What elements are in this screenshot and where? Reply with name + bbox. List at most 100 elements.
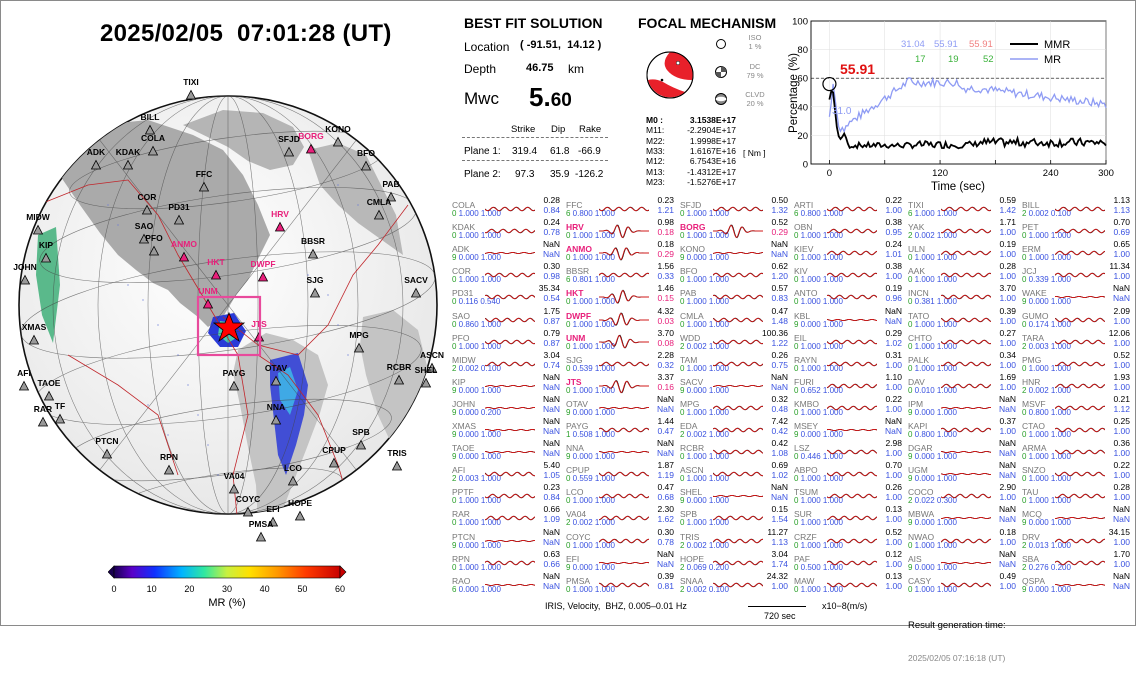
waveform-meta: 0 1.000 1.000 xyxy=(680,231,729,240)
waveform-trace xyxy=(599,361,649,366)
synthetic-trace xyxy=(1055,251,1105,256)
waveform-meta: 0 1.000 1.000 xyxy=(566,342,615,351)
waveform-meta-scale: 1.000 xyxy=(1050,363,1071,373)
synthetic-trace xyxy=(941,383,991,388)
waveform-meta: 0 0.559 1.000 xyxy=(566,474,615,483)
waveform-meta: 2 0.002 1.000 xyxy=(680,342,729,351)
waveform-value-2: 0.84 xyxy=(543,205,560,215)
waveform-trace xyxy=(485,494,535,499)
waveform-meta-weight: 0.002 xyxy=(1028,385,1051,395)
waveform-trace xyxy=(485,560,535,565)
waveform-meta-weight: 1.000 xyxy=(914,341,937,351)
waveform-value-2: 0.84 xyxy=(543,492,560,503)
waveform-panel: TAOE NaN NaN 9 0.000 1.000 xyxy=(452,438,560,462)
waveform-station: RAO xyxy=(452,575,471,586)
stat-blue-2: 55.91 xyxy=(934,39,958,50)
waveform-station: VA04 xyxy=(566,509,587,520)
waveform-value-2: 1.08 xyxy=(771,448,788,459)
waveform-panel: PTCN NaN NaN 9 0.000 1.000 xyxy=(452,527,560,551)
waveform-panel: RPN 0.63 0.66 0 1.000 1.000 xyxy=(452,549,560,573)
waveform-meta-scale: 1.000 xyxy=(936,385,957,395)
waveform-meta-code: 0 xyxy=(1022,430,1029,439)
waveform-panel: KIV 0.38 1.00 0 1.000 1.000 xyxy=(794,261,902,285)
header-dip: Dip xyxy=(551,124,566,135)
waveform-trace xyxy=(713,538,763,543)
waveform-station: EFI xyxy=(566,553,580,564)
legend-mmr-label: MMR xyxy=(1044,39,1070,51)
synthetic-trace xyxy=(941,361,991,366)
waveform-value-2: NaN xyxy=(1112,514,1130,525)
waveform-trace xyxy=(713,361,763,366)
waveform-meta-scale: 1.000 xyxy=(480,474,501,484)
waveform-meta-code: 9 xyxy=(908,562,915,572)
waveform-panel: SHEL NaN NaN 9 0.000 1.000 xyxy=(680,482,788,506)
waveform-trace xyxy=(599,451,649,454)
synthetic-trace xyxy=(827,383,877,388)
waveform-value-1: 3.70 xyxy=(657,327,674,338)
waveform-panel: PAYG 1.44 0.47 1 0.508 1.000 xyxy=(566,416,674,440)
colorbar-tick: 10 xyxy=(147,584,157,594)
waveform-panel: PALK 0.34 1.00 0 1.000 1.000 xyxy=(908,350,1016,374)
waveform-trace xyxy=(941,582,991,587)
station-marker xyxy=(283,146,295,157)
waveform-meta: 0 1.000 1.000 xyxy=(680,364,729,373)
station-label: RPN xyxy=(160,452,178,462)
y-tick-label: 100 xyxy=(792,18,808,28)
waveform-meta: 0 1.000 1.000 xyxy=(794,474,843,483)
waveform-panel: DGAR NaN NaN 9 0.000 1.000 xyxy=(908,438,1016,462)
synthetic-trace xyxy=(713,538,763,543)
waveform-value-1: NaN xyxy=(542,393,560,404)
waveform-value-1: 0.30 xyxy=(543,261,560,272)
waveform-station: KBL xyxy=(794,310,811,321)
x-tick-label: 240 xyxy=(1043,168,1059,179)
stat-red: 55.91 xyxy=(969,39,993,50)
synthetic-trace xyxy=(1055,339,1105,344)
dc-label: DC xyxy=(749,62,761,71)
waveform-value-2: 1.00 xyxy=(885,359,902,370)
waveform-meta-scale: 1.000 xyxy=(480,341,501,351)
waveform-meta-scale: 1.000 xyxy=(708,319,729,329)
waveform-meta-weight: 1.000 xyxy=(458,209,481,218)
waveform-meta-weight: 1.000 xyxy=(572,385,595,395)
synthetic-trace xyxy=(485,361,535,366)
waveform-meta-weight: 1.000 xyxy=(800,231,823,241)
waveform-panel: SACV NaN NaN 9 0.000 1.000 xyxy=(680,372,788,396)
waveform-value-1: 0.13 xyxy=(885,504,902,515)
waveform-meta-weight: 0.003 xyxy=(458,474,481,484)
waveform-station: ERM xyxy=(1022,244,1041,255)
waveform-meta: 9 0.000 1.000 xyxy=(452,430,501,439)
waveform-value-2: 1.00 xyxy=(1113,448,1130,459)
waveform-meta-weight: 0.508 xyxy=(572,430,595,439)
waveform-meta: 9 0.000 1.000 xyxy=(452,253,501,262)
waveform-meta-weight: 1.000 xyxy=(914,253,937,263)
waveform-panel: CRZF 0.52 1.00 0 1.000 1.000 xyxy=(794,527,902,551)
waveform-meta-scale: 1.000 xyxy=(708,253,729,263)
waveform-value-1: 0.22 xyxy=(885,195,902,205)
waveform-meta-code: 0 xyxy=(794,231,801,241)
waveform-trace xyxy=(827,471,877,477)
synthetic-trace xyxy=(827,251,877,256)
waveform-value-2: 0.78 xyxy=(543,227,560,238)
waveform-value-2: 1.01 xyxy=(885,249,902,260)
waveform-trace xyxy=(1055,339,1105,344)
waveform-trace xyxy=(599,247,649,261)
waveform-panel: PPTF 0.23 0.84 0 1.000 1.000 xyxy=(452,482,560,506)
waveform-panel: DWPF 4.32 0.03 0 1.000 1.000 xyxy=(566,306,674,330)
waveform-value-1: 0.47 xyxy=(771,305,788,316)
station-label: BILL xyxy=(141,112,160,122)
waveform-meta-code: 9 xyxy=(452,407,459,417)
waveform-station: NNA xyxy=(566,443,584,454)
waveform-meta-scale: 1.000 xyxy=(708,363,729,373)
focal-title: FOCAL MECHANISM xyxy=(638,15,777,31)
waveform-meta-scale: 1.000 xyxy=(594,407,615,417)
synthetic-trace xyxy=(599,427,649,433)
waveform-station: PAF xyxy=(794,553,810,564)
mr-xlabel: Time (sec) xyxy=(931,181,985,193)
waveform-panel: KIP NaN NaN 9 0.000 1.000 xyxy=(452,372,560,396)
waveform-panel: AIS NaN NaN 9 0.000 1.000 xyxy=(908,549,1016,573)
waveform-trace xyxy=(713,384,763,387)
waveform-meta-scale: 1.000 xyxy=(594,253,615,263)
waveform-meta: 0 0.446 1.000 xyxy=(794,452,843,461)
waveform-panel: VA04 2.30 1.62 2 0.002 1.000 xyxy=(566,504,674,528)
waveform-panel: TAU 0.28 1.00 0 1.000 1.000 xyxy=(1022,482,1130,506)
